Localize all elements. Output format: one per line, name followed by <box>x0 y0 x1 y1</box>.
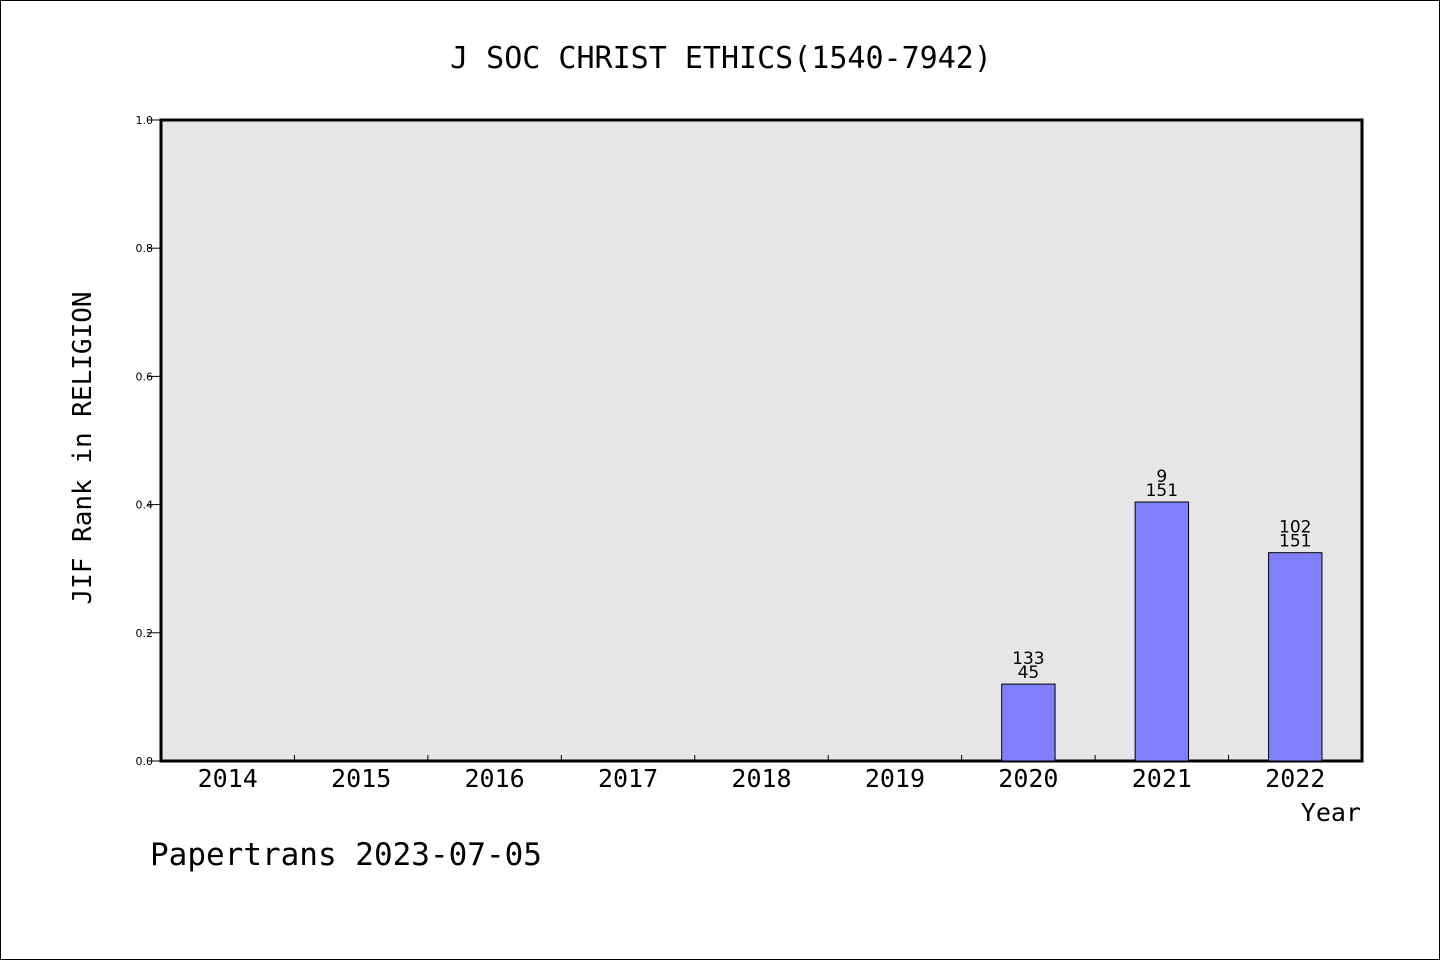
bar-label-total: 151 <box>1146 481 1178 501</box>
chart-title: J SOC CHRIST ETHICS(1540-7942) <box>450 41 992 76</box>
x-tick-label: 2017 <box>598 764 658 793</box>
y-tick-label: 1.0 <box>136 114 154 127</box>
x-tick-label: 2019 <box>865 764 925 793</box>
footer-text: Papertrans 2023-07-05 <box>150 837 542 873</box>
x-tick-label: 2015 <box>331 764 391 793</box>
x-axis: 2014 2015 2016 2017 2018 2019 2020 2021 2022 <box>198 755 1325 793</box>
y-tick-label: 0.8 <box>136 242 154 255</box>
y-tick-label: 0.2 <box>136 627 154 640</box>
bar-label-total: 45 <box>1018 663 1040 683</box>
y-axis: 0.0 0.2 0.4 0.6 0.8 1.0 <box>136 114 160 768</box>
y-tick-label: 0.0 <box>136 755 154 768</box>
x-axis-label: Year <box>1301 798 1361 827</box>
bar-label-rank: 102 <box>1279 518 1311 538</box>
y-axis-label: JIF Rank in RELIGION <box>68 291 98 604</box>
bars <box>1001 501 1323 762</box>
bar-label-rank: 133 <box>1012 649 1044 669</box>
bar-label-rank: 9 <box>1156 467 1167 487</box>
y-tick-label: 0.6 <box>136 370 154 383</box>
x-tick-label: 2021 <box>1132 764 1192 793</box>
y-tick-label: 0.4 <box>136 499 154 512</box>
bar-2020 <box>1001 683 1056 762</box>
bar-label-total: 151 <box>1279 532 1311 552</box>
bar-2021 <box>1134 501 1190 762</box>
x-tick-label: 2022 <box>1265 764 1325 793</box>
x-tick-label: 2020 <box>998 764 1058 793</box>
x-tick-label: 2018 <box>731 764 791 793</box>
x-tick-label: 2016 <box>465 764 525 793</box>
bar-2022 <box>1268 552 1323 762</box>
x-tick-label: 2014 <box>198 764 258 793</box>
